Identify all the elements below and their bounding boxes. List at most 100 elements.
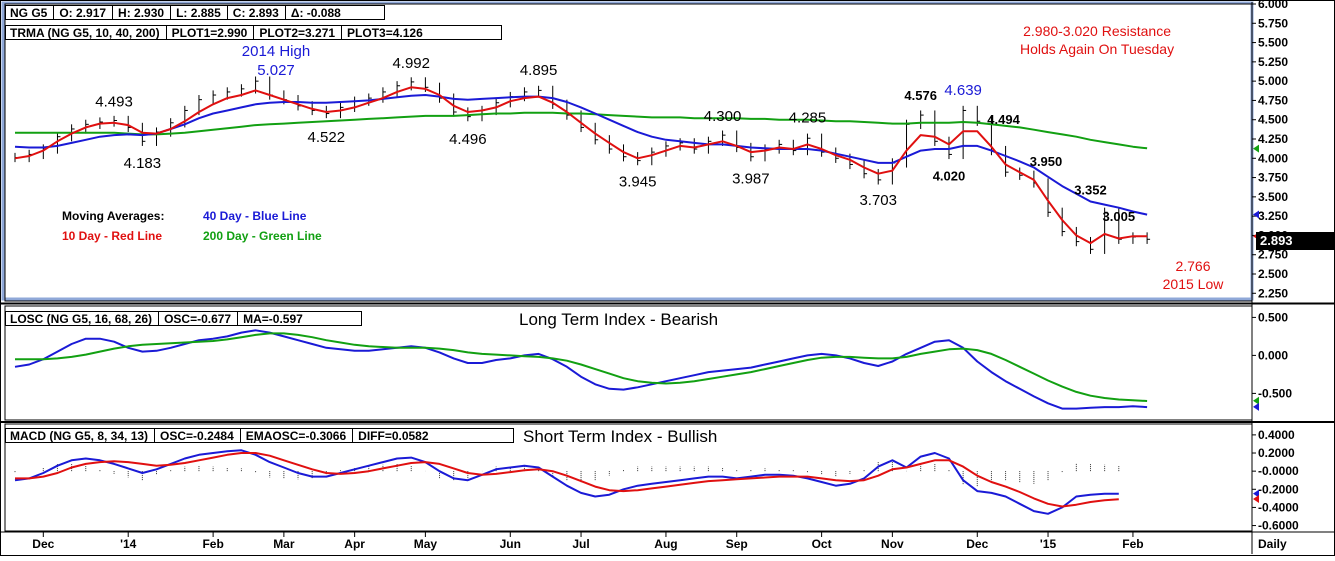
ma-legend-200day: 200 Day - Green Line: [203, 229, 322, 243]
main-ytick-label: 5.750: [1258, 16, 1288, 30]
resistance-annotation: 2.980-3.020 Resistance Holds Again On Tu…: [1020, 22, 1174, 58]
price-header-field-5: Δ: -0.088: [284, 6, 347, 20]
last-price-badge: 2.893: [1256, 232, 1335, 250]
main-ytick-label: 4.000: [1258, 151, 1288, 165]
xtick-label: '14: [120, 537, 137, 551]
xtick-label: Apr: [344, 537, 365, 551]
losc-header: LOSC (NG G5, 16, 68, 26) OSC=-0.677 MA=-0.…: [5, 311, 362, 326]
losc-header-field-0: LOSC (NG G5, 16, 68, 26): [10, 312, 153, 326]
losc-panel-title: Long Term Index - Bearish: [519, 310, 719, 329]
macd-ema-last-marker: [1253, 494, 1259, 503]
losc-header-field-1: OSC=-0.677: [158, 312, 238, 326]
price-label: 3.950: [1030, 154, 1063, 169]
price-header-field-1: O: 2.917: [53, 6, 113, 20]
ma-legend-40day: 40 Day - Blue Line: [203, 209, 307, 223]
trma-header: TRMA (NG G5, 10, 40, 200) PLOT1=2.990 PLOT…: [5, 25, 502, 40]
main-ytick-label: 3.500: [1258, 190, 1288, 204]
xtick-label: May: [414, 537, 438, 551]
main-ytick-label: 4.750: [1258, 93, 1288, 107]
macd-series-osc: [14, 449, 1119, 515]
xtick-label: Nov: [881, 537, 904, 551]
xtick-label: Sep: [726, 537, 748, 551]
price-header-field-3: L: 2.885: [170, 6, 227, 20]
macd-ytick-label: 0.4000: [1258, 428, 1295, 442]
price-header: NG G5 O: 2.917 H: 2.930 L: 2.885 C: 2.893 Δ: …: [5, 5, 385, 20]
price-label: 4.895: [520, 62, 558, 79]
xtick-label: Jul: [572, 537, 589, 551]
losc-ytick-label: 0.000: [1258, 348, 1288, 362]
main-ytick-label: 5.000: [1258, 74, 1288, 88]
high-2014-annotation: 2014 High 5.027: [236, 42, 316, 80]
xtick-label: Aug: [654, 537, 677, 551]
price-label: 3.352: [1074, 182, 1107, 197]
macd-osc-last-marker: [1253, 489, 1259, 498]
xtick-label: Mar: [273, 537, 295, 551]
main-ytick-label: 2.500: [1258, 267, 1288, 281]
macd-ytick-label: 0.2000: [1258, 446, 1295, 460]
price-label: 4.493: [95, 93, 133, 110]
xtick-label: Feb: [1122, 537, 1143, 551]
price-header-field-2: H: 2.930: [112, 6, 171, 20]
price-label: 4.576: [904, 88, 937, 103]
macd-header-field-2: EMAOSC=-0.3066: [239, 429, 353, 443]
ma200-last-marker: [1253, 144, 1259, 153]
high-2014-label: 2014 High: [241, 43, 311, 60]
xtick-label: Feb: [202, 537, 223, 551]
series-ma40: [14, 94, 1148, 216]
series-ma200: [15, 111, 1148, 150]
xtick-label: Oct: [812, 537, 832, 551]
macd-ytick-label: -0.6000: [1258, 519, 1299, 533]
xtick-label: '15: [1040, 537, 1057, 551]
price-label: 4.496: [449, 131, 487, 148]
price-label: 4.020: [933, 169, 966, 184]
price-label: 3.945: [619, 174, 657, 191]
price-label: 4.522: [308, 129, 346, 146]
price-label: 4.494: [987, 112, 1020, 127]
losc-osc-last-marker: [1253, 402, 1259, 411]
ma-legend: Moving Averages: 40 Day - Blue Line 10 D…: [62, 206, 362, 246]
high-2014-value: 5.027: [257, 62, 295, 79]
price-label: 4.183: [124, 155, 162, 172]
xtick-label: Jun: [500, 537, 521, 551]
losc-ma-last-marker: [1253, 396, 1259, 405]
xtick-label: Dec: [966, 537, 988, 551]
x-period-label: Daily: [1258, 537, 1287, 551]
macd-ytick-label: -0.4000: [1258, 500, 1299, 514]
macd-header-field-0: MACD (NG G5, 8, 34, 13): [10, 429, 149, 443]
macd-series-emaosc: [15, 452, 1119, 508]
losc-ytick-label: -0.500: [1258, 386, 1292, 400]
main-ytick-label: 4.250: [1258, 132, 1288, 146]
main-ytick-label: 4.500: [1258, 113, 1288, 127]
price-label: 4.285: [789, 109, 827, 126]
losc-series-ma: [15, 332, 1148, 402]
trma-header-field-2: PLOT2=3.271: [253, 26, 342, 40]
main-ytick-label: 5.250: [1258, 55, 1288, 69]
series-ma10: [14, 86, 1148, 245]
price-header-field-4: C: 2.893: [226, 6, 285, 20]
trma-header-field-3: PLOT3=4.126: [341, 26, 429, 40]
price-label: 3.005: [1103, 209, 1136, 224]
main-ytick-label: 2.750: [1258, 248, 1288, 262]
main-ytick-label: 5.500: [1258, 36, 1288, 50]
macd-ytick-label: -0.2000: [1258, 482, 1299, 496]
ma40-last-marker: [1253, 210, 1259, 219]
main-ytick-label: 3.750: [1258, 171, 1288, 185]
resistance-line-1: 2.980-3.020 Resistance: [1023, 23, 1171, 39]
ma-legend-title: Moving Averages:: [62, 209, 165, 223]
resistance-line-2: Holds Again On Tuesday: [1020, 41, 1175, 57]
price-label: 4.300: [704, 108, 742, 125]
price-header-field-0: NG G5: [10, 6, 48, 20]
low-2015-annotation: 2.766 2015 Low: [1153, 257, 1233, 293]
high-label: 4.639: [944, 82, 982, 99]
macd-header-field-3: DIFF=0.0582: [352, 429, 435, 443]
losc-header-field-2: MA=-0.597: [237, 312, 309, 326]
main-ytick-label: 6.000: [1258, 0, 1288, 11]
losc-ytick-label: 0.500: [1258, 310, 1288, 324]
price-label: 3.703: [859, 192, 897, 209]
macd-ytick-label: -0.0000: [1258, 464, 1299, 478]
price-label: 3.987: [732, 170, 770, 187]
price-label: 4.992: [392, 55, 430, 72]
